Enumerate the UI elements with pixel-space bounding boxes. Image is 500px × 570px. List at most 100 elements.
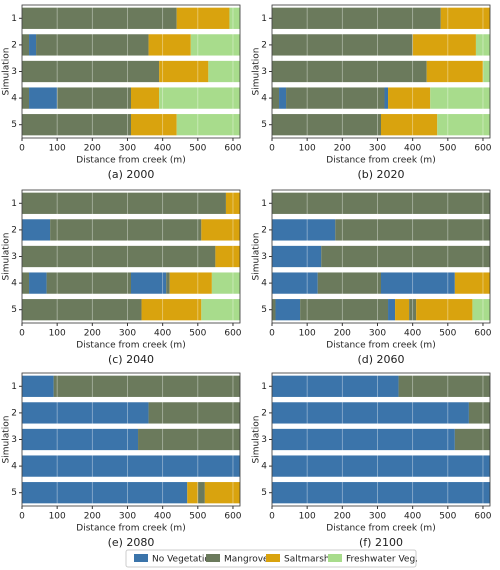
y-tick-label: 3 xyxy=(11,252,17,262)
bar-segment xyxy=(169,272,212,294)
bar-segment xyxy=(279,87,287,109)
y-axis-label: Simulation xyxy=(252,416,262,464)
plot-frame xyxy=(21,4,241,139)
x-tick-label: 200 xyxy=(334,329,351,339)
y-tick-label: 3 xyxy=(261,67,267,77)
x-tick-label: 100 xyxy=(49,144,66,154)
x-tick-label: 100 xyxy=(49,329,66,339)
x-tick-label: 300 xyxy=(119,329,136,339)
bar-segment xyxy=(225,192,240,214)
x-tick-label: 0 xyxy=(269,329,275,339)
bar-segment xyxy=(176,114,240,136)
x-tick-label: 400 xyxy=(404,512,421,522)
legend-label: Mangrove xyxy=(224,555,269,565)
bar-segment xyxy=(416,299,473,321)
y-axis-label: Simulation xyxy=(252,233,262,281)
y-axis-label: Simulation xyxy=(2,233,12,281)
chart-title: (d) 2060 xyxy=(357,353,404,366)
bar-segment xyxy=(22,272,30,294)
bar-segment xyxy=(381,272,455,294)
bar-segment xyxy=(36,34,149,56)
y-tick-label: 5 xyxy=(261,305,267,315)
x-tick-label: 600 xyxy=(224,144,241,154)
bar-segment xyxy=(482,60,490,83)
bar-segment xyxy=(300,299,389,321)
bar-segment xyxy=(272,60,427,83)
x-tick-label: 300 xyxy=(369,329,386,339)
legend: No Vegetation Mangrove Saltmarsh Freshwater… xyxy=(125,549,418,568)
bar-segment xyxy=(53,375,241,397)
bar-segment xyxy=(335,219,490,241)
y-tick-label: 2 xyxy=(261,40,267,50)
x-tick-label: 0 xyxy=(19,144,25,154)
bar-segment xyxy=(409,299,417,321)
x-tick-label: 400 xyxy=(404,144,421,154)
y-tick-label: 2 xyxy=(11,408,17,418)
bar-segment xyxy=(286,87,385,109)
bar-segment xyxy=(272,245,322,268)
bar-segment xyxy=(148,402,240,424)
x-tick-label: 100 xyxy=(299,144,316,154)
x-tick-label: 300 xyxy=(369,512,386,522)
x-tick-label: 400 xyxy=(404,329,421,339)
bar-segment xyxy=(50,219,202,241)
plot-frame xyxy=(271,4,491,139)
y-tick-label: 2 xyxy=(11,40,17,50)
x-tick-label: 500 xyxy=(189,512,206,522)
x-axis-label: Distance from creek (m) xyxy=(76,524,185,534)
bar-segment xyxy=(190,34,240,56)
bar-segment xyxy=(22,299,142,321)
bar-segment xyxy=(272,34,413,56)
bar-segment xyxy=(388,87,431,109)
bar-segment xyxy=(148,34,191,56)
x-tick-label: 600 xyxy=(224,512,241,522)
y-tick-label: 1 xyxy=(261,199,267,209)
bar-segment xyxy=(321,245,490,268)
bar-segment xyxy=(475,34,490,56)
bar-segment xyxy=(22,402,149,424)
bar-segment xyxy=(426,60,483,83)
bar-segment xyxy=(272,7,441,29)
y-tick-label: 4 xyxy=(261,94,267,104)
y-tick-label: 4 xyxy=(11,94,17,104)
y-tick-label: 5 xyxy=(11,120,17,130)
x-tick-label: 0 xyxy=(269,512,275,522)
x-axis-label: Distance from creek (m) xyxy=(76,341,185,351)
bar-segment xyxy=(468,402,490,424)
y-tick-label: 1 xyxy=(261,14,267,24)
y-tick-label: 4 xyxy=(261,462,267,472)
x-tick-label: 600 xyxy=(474,144,491,154)
bar-segment xyxy=(22,7,177,29)
bar-segment xyxy=(29,272,47,294)
y-axis-label: Simulation xyxy=(2,416,12,464)
bar-segment xyxy=(454,272,490,294)
bar-segment xyxy=(22,428,139,451)
x-tick-label: 500 xyxy=(189,329,206,339)
x-tick-label: 500 xyxy=(439,512,456,522)
bar-segment xyxy=(141,299,202,321)
y-tick-label: 4 xyxy=(11,462,17,472)
x-tick-label: 200 xyxy=(334,144,351,154)
x-tick-label: 600 xyxy=(224,329,241,339)
bar-segment xyxy=(317,272,381,294)
y-tick-label: 4 xyxy=(261,279,267,289)
bar-segment xyxy=(275,299,301,321)
y-tick-label: 3 xyxy=(261,435,267,445)
y-tick-label: 2 xyxy=(11,225,17,235)
bar-segment xyxy=(272,272,318,294)
chart-title: (a) 2000 xyxy=(108,168,155,181)
bar-segment xyxy=(272,375,399,397)
bar-segment xyxy=(384,87,389,109)
bar-segment xyxy=(22,34,30,56)
bar-segment xyxy=(29,34,37,56)
x-tick-label: 400 xyxy=(154,144,171,154)
bar-segment xyxy=(22,87,30,109)
bar-segment xyxy=(22,375,54,397)
bar-segment xyxy=(138,428,240,451)
bar-segment xyxy=(215,245,240,268)
legend-label: Saltmarsh xyxy=(284,555,330,565)
bar-segment xyxy=(131,272,167,294)
bar-segment xyxy=(22,60,160,83)
plot-frame xyxy=(271,372,491,507)
